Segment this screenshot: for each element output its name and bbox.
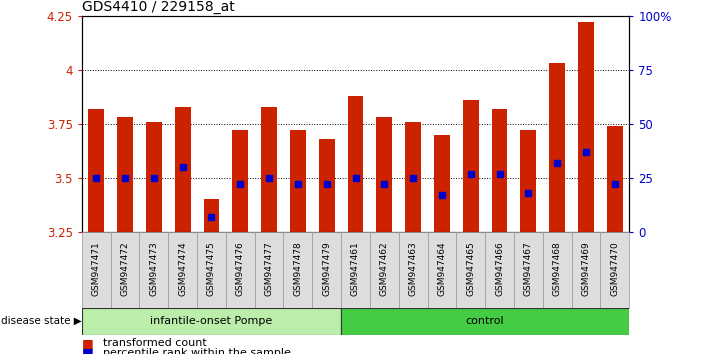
Bar — [341, 308, 629, 335]
Bar — [376, 118, 392, 232]
Text: ■: ■ — [82, 337, 94, 350]
Text: GDS4410 / 229158_at: GDS4410 / 229158_at — [82, 0, 235, 14]
Bar — [139, 232, 169, 308]
Bar — [370, 232, 399, 308]
Bar — [550, 63, 565, 232]
Text: GSM947470: GSM947470 — [610, 241, 619, 296]
Bar — [600, 232, 629, 308]
Text: GSM947462: GSM947462 — [380, 241, 389, 296]
Text: GSM947473: GSM947473 — [149, 241, 159, 296]
Bar — [491, 109, 508, 232]
Bar — [312, 232, 341, 308]
Text: GSM947478: GSM947478 — [294, 241, 302, 296]
Bar — [290, 130, 306, 232]
Text: GSM947465: GSM947465 — [466, 241, 475, 296]
Bar — [485, 232, 514, 308]
Text: control: control — [466, 316, 505, 326]
Text: GSM947475: GSM947475 — [207, 241, 216, 296]
Bar — [399, 232, 427, 308]
Bar — [261, 107, 277, 232]
Text: GSM947479: GSM947479 — [322, 241, 331, 296]
Text: GSM947467: GSM947467 — [524, 241, 533, 296]
Text: GSM947461: GSM947461 — [351, 241, 360, 296]
Bar — [111, 232, 139, 308]
Bar — [463, 100, 479, 232]
Bar — [341, 232, 370, 308]
Bar — [514, 232, 542, 308]
Text: GSM947474: GSM947474 — [178, 241, 187, 296]
Bar — [146, 122, 161, 232]
Bar — [348, 96, 363, 232]
Text: GSM947464: GSM947464 — [437, 241, 447, 296]
Bar — [456, 232, 485, 308]
Text: GSM947463: GSM947463 — [409, 241, 417, 296]
Text: GSM947477: GSM947477 — [264, 241, 274, 296]
Bar — [319, 139, 335, 232]
Bar — [520, 130, 536, 232]
Text: transformed count: transformed count — [103, 338, 207, 348]
Bar — [175, 107, 191, 232]
Bar — [427, 232, 456, 308]
Bar — [226, 232, 255, 308]
Bar — [578, 22, 594, 232]
Bar — [255, 232, 284, 308]
Bar — [203, 200, 220, 232]
Bar — [82, 308, 341, 335]
Bar — [434, 135, 450, 232]
Text: ■: ■ — [82, 346, 94, 354]
Bar — [607, 126, 623, 232]
Text: GSM947476: GSM947476 — [236, 241, 245, 296]
Text: percentile rank within the sample: percentile rank within the sample — [103, 348, 291, 354]
Text: GSM947468: GSM947468 — [552, 241, 562, 296]
Text: infantile-onset Pompe: infantile-onset Pompe — [150, 316, 272, 326]
Text: GSM947472: GSM947472 — [120, 241, 129, 296]
Text: disease state ▶: disease state ▶ — [1, 316, 82, 326]
Bar — [405, 122, 421, 232]
Text: GSM947471: GSM947471 — [92, 241, 101, 296]
Text: GSM947469: GSM947469 — [582, 241, 591, 296]
Bar — [232, 130, 248, 232]
Text: GSM947466: GSM947466 — [495, 241, 504, 296]
Bar — [542, 232, 572, 308]
Bar — [82, 232, 111, 308]
Bar — [572, 232, 600, 308]
Bar — [284, 232, 312, 308]
Bar — [197, 232, 226, 308]
Bar — [88, 109, 104, 232]
Bar — [117, 118, 133, 232]
Bar — [169, 232, 197, 308]
